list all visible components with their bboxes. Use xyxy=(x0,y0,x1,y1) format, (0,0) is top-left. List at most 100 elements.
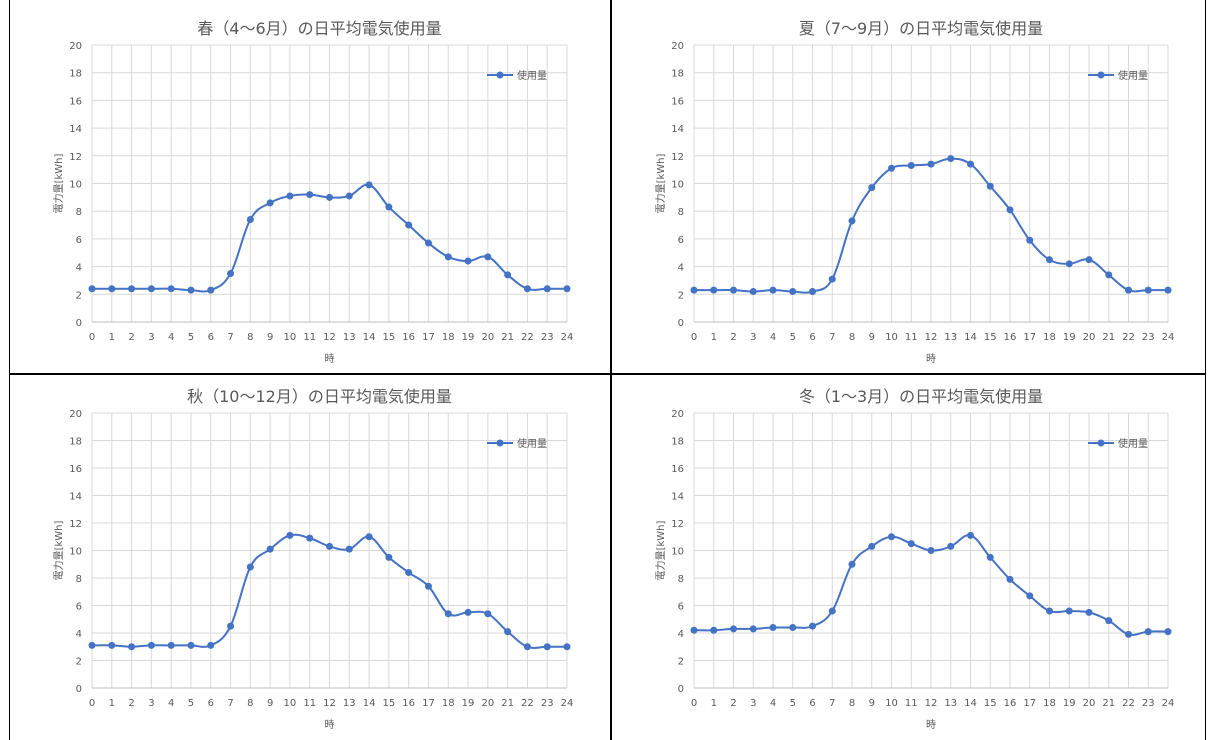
x-tick-label: 15 xyxy=(984,332,997,343)
x-tick-label: 10 xyxy=(284,698,297,709)
x-tick-label: 5 xyxy=(790,698,796,709)
x-tick-label: 17 xyxy=(1023,698,1036,709)
data-point xyxy=(1144,628,1152,636)
data-point xyxy=(385,203,393,211)
x-tick-label: 12 xyxy=(323,698,336,709)
chart-panel-summer: 夏（7〜9月）の日平均電気使用量 0 2 4 6 8 10 12 14 16 18 20 0 1 2 3 4 5 6… xyxy=(612,8,1205,372)
frame-left-border xyxy=(9,0,10,740)
y-tick-label: 18 xyxy=(69,437,82,448)
y-tick-label: 0 xyxy=(678,684,684,695)
data-point xyxy=(710,286,718,294)
x-tick-label: 19 xyxy=(1063,698,1076,709)
data-point xyxy=(1065,260,1073,268)
y-tick-label: 16 xyxy=(69,96,82,107)
data-point xyxy=(927,160,935,168)
data-point xyxy=(405,221,413,229)
chart-panel-winter: 冬（1〜3月）の日平均電気使用量 0 2 4 6 8 10 12 14 16 18 20 0 1 2 3 4 5 6… xyxy=(612,376,1205,738)
y-tick-label: 4 xyxy=(76,629,82,640)
data-point xyxy=(868,184,876,192)
data-point xyxy=(947,155,955,163)
x-tick-label: 0 xyxy=(89,332,95,343)
x-tick-label: 4 xyxy=(168,698,174,709)
data-point xyxy=(108,285,116,293)
chart-title: 冬（1〜3月）の日平均電気使用量 xyxy=(799,387,1043,406)
x-tick-label: 21 xyxy=(1102,698,1115,709)
x-tick-label: 6 xyxy=(208,698,214,709)
data-point xyxy=(1026,236,1034,244)
data-point xyxy=(365,533,373,541)
x-tick-label: 17 xyxy=(422,698,435,709)
data-point xyxy=(306,534,314,542)
x-axis-label: 時 xyxy=(325,719,335,731)
x-tick-label: 11 xyxy=(303,698,316,709)
legend-label: 使用量 xyxy=(1118,69,1148,82)
x-tick-label: 13 xyxy=(343,698,356,709)
x-tick-label: 24 xyxy=(1162,698,1175,709)
data-point xyxy=(749,288,757,296)
data-point xyxy=(848,560,856,568)
x-tick-label: 14 xyxy=(363,698,376,709)
y-tick-label: 2 xyxy=(76,290,82,301)
data-point xyxy=(167,285,175,293)
x-tick-label: 23 xyxy=(1142,698,1155,709)
x-tick-label: 22 xyxy=(1122,332,1135,343)
x-tick-label: 0 xyxy=(691,332,697,343)
x-tick-label: 16 xyxy=(1004,698,1017,709)
chart-title: 夏（7〜9月）の日平均電気使用量 xyxy=(799,19,1043,38)
data-point xyxy=(710,626,718,634)
y-tick-label: 10 xyxy=(671,547,684,558)
x-tick-label: 9 xyxy=(869,698,875,709)
data-point xyxy=(88,641,96,649)
data-point xyxy=(1144,286,1152,294)
y-tick-label: 18 xyxy=(69,69,82,80)
data-point xyxy=(730,625,737,633)
chart-title: 秋（10〜12月）の日平均電気使用量 xyxy=(187,387,452,406)
data-point xyxy=(207,286,215,294)
data-point xyxy=(326,193,333,201)
x-tick-label: 1 xyxy=(109,332,115,343)
data-point xyxy=(1046,256,1053,264)
y-tick-label: 14 xyxy=(671,124,684,135)
data-point xyxy=(187,641,195,649)
y-tick-label: 8 xyxy=(678,207,684,218)
x-tick-label: 18 xyxy=(1043,332,1056,343)
data-point xyxy=(789,624,797,631)
data-point xyxy=(1105,617,1113,625)
x-tick-label: 6 xyxy=(809,698,815,709)
x-tick-label: 7 xyxy=(829,332,835,343)
x-tick-label: 23 xyxy=(541,332,554,343)
data-point xyxy=(868,542,876,550)
frame-middle-divider xyxy=(9,373,1206,375)
x-tick-label: 12 xyxy=(925,698,938,709)
data-point xyxy=(1046,607,1053,615)
data-point xyxy=(147,641,155,649)
x-tick-label: 19 xyxy=(1063,332,1076,343)
data-point xyxy=(464,608,472,616)
x-tick-label: 7 xyxy=(227,332,233,343)
data-point xyxy=(424,582,432,590)
data-point xyxy=(690,626,698,634)
data-point xyxy=(266,545,274,553)
data-point xyxy=(848,217,856,225)
data-point xyxy=(405,569,413,576)
x-tick-label: 7 xyxy=(227,698,233,709)
y-tick-label: 14 xyxy=(671,492,684,503)
data-point xyxy=(306,191,314,199)
x-tick-label: 23 xyxy=(1142,332,1155,343)
x-tick-label: 4 xyxy=(770,332,776,343)
data-point xyxy=(1085,256,1093,264)
x-tick-label: 23 xyxy=(541,698,554,709)
data-point xyxy=(1006,575,1014,583)
x-tick-label: 10 xyxy=(284,332,297,343)
y-tick-label: 2 xyxy=(678,290,684,301)
x-tick-label: 20 xyxy=(1083,332,1096,343)
chart-panel-autumn: 秋（10〜12月）の日平均電気使用量 0 2 4 6 8 10 12 14 16 18 20 0 1 2 3 4… xyxy=(10,376,610,738)
x-tick-label: 19 xyxy=(462,332,475,343)
x-tick-label: 7 xyxy=(829,698,835,709)
y-tick-label: 20 xyxy=(69,409,82,420)
x-tick-label: 21 xyxy=(1102,332,1115,343)
x-tick-label: 3 xyxy=(750,698,756,709)
x-tick-label: 12 xyxy=(925,332,938,343)
x-tick-label: 14 xyxy=(964,698,977,709)
